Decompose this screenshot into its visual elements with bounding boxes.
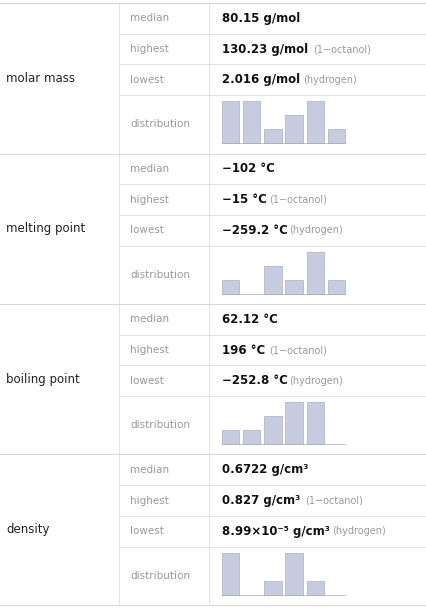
Text: highest: highest <box>130 44 169 54</box>
Bar <box>307 402 324 444</box>
Text: (1−octanol): (1−octanol) <box>305 496 363 505</box>
Text: highest: highest <box>130 195 169 204</box>
Text: molar mass: molar mass <box>6 72 75 85</box>
Text: 196 °C: 196 °C <box>222 344 265 356</box>
Text: 62.12 °C: 62.12 °C <box>222 313 277 326</box>
Bar <box>328 130 345 143</box>
Text: median: median <box>130 465 169 475</box>
Text: lowest: lowest <box>130 75 164 85</box>
Text: highest: highest <box>130 496 169 505</box>
Text: −259.2 °C: −259.2 °C <box>222 224 288 237</box>
Bar <box>285 553 303 595</box>
Text: −102 °C: −102 °C <box>222 162 274 175</box>
Text: −252.8 °C: −252.8 °C <box>222 375 288 387</box>
Text: 0.6722 g/cm³: 0.6722 g/cm³ <box>222 463 308 476</box>
Text: highest: highest <box>130 345 169 355</box>
Text: melting point: melting point <box>6 223 86 235</box>
Text: lowest: lowest <box>130 376 164 385</box>
Text: distribution: distribution <box>130 270 190 280</box>
Bar <box>285 402 303 444</box>
Text: 80.15 g/mol: 80.15 g/mol <box>222 12 300 25</box>
Bar <box>264 416 282 444</box>
Text: median: median <box>130 314 169 324</box>
Text: −15 °C: −15 °C <box>222 193 266 206</box>
Bar <box>243 430 260 444</box>
Text: 130.23 g/mol: 130.23 g/mol <box>222 43 308 55</box>
Bar <box>307 252 324 294</box>
Text: (1−octanol): (1−octanol) <box>269 195 327 204</box>
Bar <box>307 581 324 595</box>
Text: median: median <box>130 13 169 23</box>
Bar <box>222 280 239 294</box>
Text: (hydrogen): (hydrogen) <box>289 226 343 235</box>
Text: distribution: distribution <box>130 571 190 581</box>
Text: (1−octanol): (1−octanol) <box>313 44 371 54</box>
Bar <box>328 280 345 294</box>
Text: distribution: distribution <box>130 420 190 430</box>
Bar <box>222 430 239 444</box>
Bar <box>222 553 239 595</box>
Text: lowest: lowest <box>130 527 164 536</box>
Bar <box>264 130 282 143</box>
Text: density: density <box>6 523 50 536</box>
Bar <box>285 280 303 294</box>
Text: 8.99×10⁻⁵ g/cm³: 8.99×10⁻⁵ g/cm³ <box>222 525 329 537</box>
Text: boiling point: boiling point <box>6 373 80 385</box>
Text: lowest: lowest <box>130 226 164 235</box>
Text: (hydrogen): (hydrogen) <box>303 75 357 85</box>
Text: (hydrogen): (hydrogen) <box>289 376 343 385</box>
Text: (1−octanol): (1−octanol) <box>269 345 327 355</box>
Bar <box>285 116 303 143</box>
Bar <box>222 102 239 143</box>
Bar <box>243 102 260 143</box>
Text: 0.827 g/cm³: 0.827 g/cm³ <box>222 494 300 507</box>
Bar <box>264 266 282 294</box>
Text: 2.016 g/mol: 2.016 g/mol <box>222 74 299 86</box>
Text: (hydrogen): (hydrogen) <box>332 527 386 536</box>
Text: median: median <box>130 164 169 174</box>
Bar <box>264 581 282 595</box>
Bar <box>307 102 324 143</box>
Text: distribution: distribution <box>130 119 190 130</box>
